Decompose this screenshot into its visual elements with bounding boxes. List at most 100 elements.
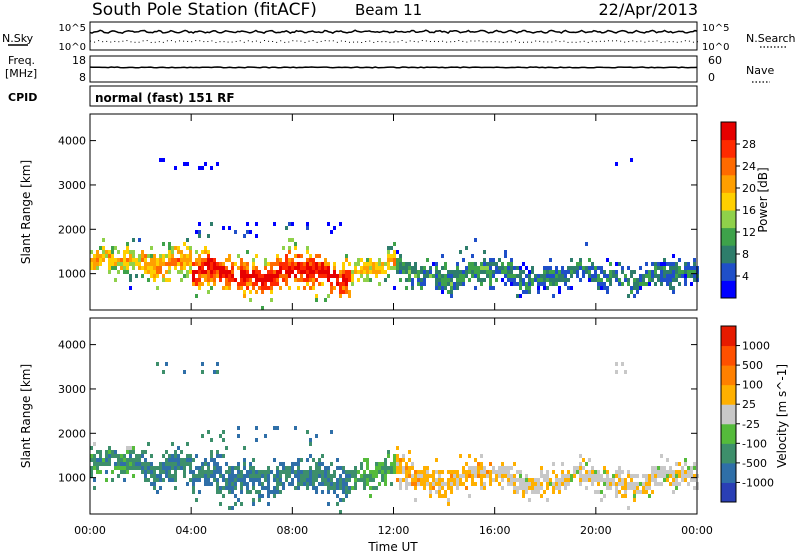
- data-cell: [447, 274, 450, 278]
- data-cell: [201, 270, 204, 274]
- data-cell: [441, 486, 444, 490]
- data-cell: [171, 250, 174, 254]
- data-cell: [615, 490, 618, 494]
- nsearch-point: [397, 41, 399, 43]
- data-cell: [528, 478, 531, 482]
- data-cell: [444, 494, 447, 498]
- data-cell: [321, 270, 324, 274]
- data-cell: [414, 498, 417, 502]
- data-cell: [552, 270, 555, 274]
- data-cell: [444, 282, 447, 286]
- data-cell: [438, 270, 441, 274]
- data-cell: [660, 262, 663, 266]
- data-cell: [543, 286, 546, 290]
- data-cell: [399, 258, 402, 262]
- data-cell: [345, 278, 348, 282]
- data-cell: [567, 286, 570, 290]
- data-cell: [357, 270, 360, 274]
- data-cell: [468, 270, 471, 274]
- data-cell: [147, 462, 150, 466]
- data-cell: [330, 482, 333, 486]
- data-cell: [312, 278, 315, 282]
- colorbar-segment: [721, 423, 736, 444]
- data-cell: [93, 478, 96, 482]
- data-cell: [177, 258, 180, 262]
- nsearch-point: [450, 41, 452, 43]
- data-cell: [93, 458, 96, 462]
- data-cell: [312, 258, 315, 262]
- data-cell: [573, 266, 576, 270]
- data-cell: [330, 274, 333, 278]
- data-cell: [165, 270, 168, 274]
- data-cell: [480, 486, 483, 490]
- data-cell: [396, 250, 399, 254]
- data-cell: [300, 266, 303, 270]
- data-cell: [267, 466, 270, 470]
- data-cell: [303, 270, 306, 274]
- data-cell: [321, 478, 324, 482]
- data-cell: [393, 266, 396, 270]
- data-cell: [399, 278, 402, 282]
- data-cell: [216, 362, 219, 366]
- data-cell: [561, 474, 564, 478]
- data-cell: [342, 278, 345, 282]
- nsearch-point: [268, 40, 270, 42]
- data-cell: [693, 466, 696, 470]
- data-cell: [267, 486, 270, 490]
- data-cell: [192, 478, 195, 482]
- data-cell: [315, 266, 318, 270]
- data-cell: [420, 266, 423, 270]
- data-cell: [480, 282, 483, 286]
- data-cell: [405, 270, 408, 274]
- nsearch-point: [684, 40, 686, 42]
- data-cell: [135, 462, 138, 466]
- data-cell: [102, 254, 105, 258]
- data-cell: [588, 470, 591, 474]
- nsearch-point: [239, 40, 241, 42]
- data-cell: [255, 270, 258, 274]
- data-cell: [291, 238, 294, 242]
- data-cell: [477, 470, 480, 474]
- data-cell: [426, 270, 429, 274]
- data-cell: [240, 490, 243, 494]
- data-cell: [243, 466, 246, 470]
- data-cell: [354, 262, 357, 266]
- data-cell: [180, 262, 183, 266]
- data-cell: [645, 482, 648, 486]
- data-cell: [537, 290, 540, 294]
- data-cell: [150, 274, 153, 278]
- colorbar-tick-label: -1000: [742, 476, 774, 489]
- data-cell: [348, 294, 351, 298]
- data-cell: [663, 278, 666, 282]
- data-cell: [171, 466, 174, 470]
- data-cell: [159, 470, 162, 474]
- freq-panel: Freq. [MHz] 18 8 Nave 60 0: [5, 54, 774, 84]
- data-cell: [681, 470, 684, 474]
- data-cell: [594, 474, 597, 478]
- nsearch-point: [539, 40, 541, 42]
- data-cell: [525, 478, 528, 482]
- data-cell: [219, 270, 222, 274]
- nsearch-point: [543, 41, 545, 43]
- data-cell: [309, 482, 312, 486]
- data-cell: [495, 474, 498, 478]
- data-cell: [384, 270, 387, 274]
- data-cell: [366, 474, 369, 478]
- data-cell: [180, 270, 183, 274]
- data-cell: [153, 262, 156, 266]
- data-cell: [111, 254, 114, 258]
- data-cell: [219, 486, 222, 490]
- data-cell: [237, 426, 240, 430]
- data-cell: [174, 454, 177, 458]
- nsearch-point: [607, 40, 609, 42]
- data-cell: [318, 470, 321, 474]
- data-cell: [354, 466, 357, 470]
- data-cell: [594, 270, 597, 274]
- data-cell: [378, 270, 381, 274]
- data-cell: [663, 262, 666, 266]
- data-cell: [171, 454, 174, 458]
- data-cell: [486, 474, 489, 478]
- data-cell: [270, 266, 273, 270]
- data-cell: [90, 454, 93, 458]
